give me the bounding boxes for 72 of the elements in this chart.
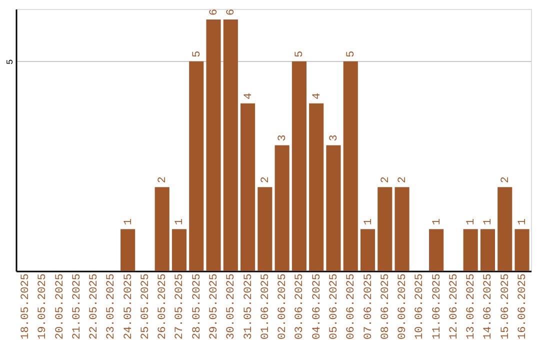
- x-tick-label: 05.06.2025: [328, 274, 340, 340]
- bar: [258, 187, 272, 271]
- data-label: 6: [208, 8, 221, 16]
- bar: [514, 229, 530, 271]
- x-tick-label: 14.06.2025: [482, 274, 495, 340]
- x-tick-label: 30.05.2025: [226, 274, 238, 340]
- bar: [394, 187, 410, 271]
- data-label: 2: [380, 176, 392, 184]
- x-tick-label: 06.06.2025: [346, 274, 358, 340]
- x-tick-label: 28.05.2025: [191, 274, 204, 340]
- x-tick-label: 12.06.2025: [448, 274, 460, 340]
- x-tick-label: 21.05.2025: [71, 274, 84, 340]
- x-tick-label: 13.06.2025: [466, 274, 478, 340]
- x-tick-label: 04.06.2025: [311, 274, 324, 340]
- data-label: 3: [277, 134, 290, 142]
- bar: [206, 19, 221, 271]
- data-label: 1: [122, 218, 135, 226]
- x-tick-label: 20.05.2025: [54, 274, 66, 340]
- x-tick-label: 11.06.2025: [431, 274, 444, 340]
- bar: [429, 229, 444, 271]
- data-label: 5: [191, 50, 204, 58]
- x-tick-label: 07.06.2025: [362, 274, 375, 340]
- bar: [480, 229, 496, 271]
- x-tick-label: 31.05.2025: [242, 274, 255, 340]
- data-label: 1: [174, 218, 186, 226]
- bar: [343, 61, 358, 271]
- data-label: 4: [311, 92, 324, 100]
- x-tick-label: 27.05.2025: [174, 274, 186, 340]
- x-tick-label: 22.05.2025: [88, 274, 101, 340]
- data-label: 2: [500, 176, 512, 184]
- bar: [360, 229, 376, 271]
- bar: [240, 103, 256, 271]
- bar: [172, 229, 187, 271]
- bar: [189, 61, 204, 271]
- x-tick-label: 24.05.2025: [122, 274, 135, 340]
- x-tick-label: 16.06.2025: [517, 274, 530, 340]
- bar: [498, 187, 512, 271]
- data-label: 5: [346, 50, 358, 58]
- x-tick-label: 29.05.2025: [208, 274, 221, 340]
- bar: [463, 229, 478, 271]
- data-label: 5: [294, 50, 306, 58]
- data-label: 2: [157, 176, 170, 184]
- data-label: 6: [226, 8, 238, 16]
- bar: [292, 61, 306, 271]
- bar: [309, 103, 324, 271]
- x-tick-label: 19.05.2025: [37, 274, 50, 340]
- x-tick-label: 10.06.2025: [414, 274, 426, 340]
- data-label: 1: [466, 218, 478, 226]
- data-label: 2: [260, 176, 272, 184]
- x-tick-label: 03.06.2025: [294, 274, 306, 340]
- bar: [120, 229, 136, 271]
- data-label: 3: [328, 134, 340, 142]
- data-label: 1: [362, 218, 375, 226]
- bar: [223, 19, 238, 271]
- x-tick-label: 09.06.2025: [397, 274, 410, 340]
- x-tick-label: 08.06.2025: [380, 274, 392, 340]
- bar: [274, 145, 290, 271]
- bar: [326, 145, 341, 271]
- bar: [154, 187, 170, 271]
- data-label: 1: [482, 218, 495, 226]
- x-tick-label: 01.06.2025: [260, 274, 272, 340]
- data-label: 2: [397, 176, 410, 184]
- x-tick-label: 23.05.2025: [106, 274, 118, 340]
- data-label: 1: [431, 218, 444, 226]
- bar: [378, 187, 392, 271]
- data-label: 1: [517, 218, 530, 226]
- x-tick-label: 15.06.2025: [500, 274, 512, 340]
- x-tick-label: 26.05.2025: [157, 274, 170, 340]
- x-tick-label: 18.05.2025: [20, 274, 32, 340]
- x-tick-label: 25.05.2025: [140, 274, 152, 340]
- x-tick-label: 02.06.2025: [277, 274, 290, 340]
- data-label: 4: [242, 92, 255, 100]
